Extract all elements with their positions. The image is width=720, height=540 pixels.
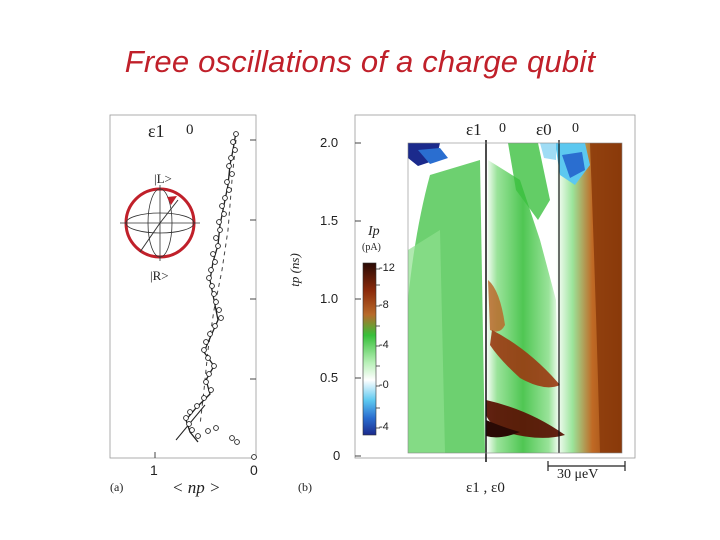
panel-a-top-symbol: ε1 bbox=[148, 121, 165, 141]
heatmap-top-label-eps1: ε1 bbox=[466, 120, 482, 139]
slide-title: Free oscillations of a charge qubit bbox=[124, 44, 596, 79]
panel-b-bottom-label: ε1 , ε0 bbox=[466, 480, 505, 496]
dashed-fit-curve bbox=[199, 139, 237, 426]
data-points bbox=[183, 131, 257, 460]
panel-a-x-tick-0: 0 bbox=[250, 462, 258, 478]
heatmap-top-label-eps0: ε0 bbox=[536, 120, 552, 139]
colorbar-title: Ip bbox=[368, 224, 380, 239]
colorbar bbox=[362, 262, 377, 436]
panel-a-ticks bbox=[154, 139, 256, 458]
colorbar-tick-0: -0 bbox=[379, 379, 389, 391]
panel-a-label: (a) bbox=[110, 480, 124, 494]
panel-a-xlabel: < np > bbox=[172, 478, 221, 497]
panel-a bbox=[109, 114, 257, 460]
bloch-bottom-state: |R> bbox=[150, 268, 169, 283]
panel-b bbox=[354, 114, 636, 471]
panel-b-y-tick-2-0: 2.0 bbox=[320, 135, 339, 150]
panel-b-y-ticks bbox=[355, 142, 361, 457]
panel-b-y-tick-1-5: 1.5 bbox=[320, 213, 339, 228]
scale-bar bbox=[547, 461, 626, 471]
panel-b-y-tick-1-0: 1.0 bbox=[320, 291, 339, 306]
colorbar-tick-neg4: -4 bbox=[379, 421, 389, 433]
colorbar-ticks bbox=[376, 268, 380, 429]
panel-b-frame bbox=[354, 114, 636, 459]
panel-b-ylabel: tp (ns) bbox=[286, 253, 302, 287]
panel-b-y-tick-0: 0 bbox=[333, 448, 341, 463]
colorbar-tick-8: -8 bbox=[379, 299, 389, 311]
bloch-sphere bbox=[120, 185, 200, 261]
panel-b-y-tick-0-5: 0.5 bbox=[320, 370, 339, 385]
scale-bar-label: 30 μeV bbox=[557, 467, 599, 482]
heatmap bbox=[407, 140, 623, 462]
bloch-top-state: |L> bbox=[154, 171, 172, 186]
colorbar-tick-4: -4 bbox=[379, 339, 389, 351]
panel-b-label: (b) bbox=[298, 480, 312, 494]
panel-a-x-tick-1: 1 bbox=[150, 462, 158, 478]
panel-a-top-value: 0 bbox=[186, 122, 194, 138]
colorbar-unit: (pA) bbox=[362, 242, 381, 253]
heatmap-top-label-0a: 0 bbox=[499, 121, 506, 136]
rotation-arrow-icon bbox=[167, 196, 177, 205]
colorbar-tick-12: -12 bbox=[379, 262, 395, 274]
heatmap-top-label-0b: 0 bbox=[572, 121, 579, 136]
panel-a-frame bbox=[109, 114, 257, 459]
